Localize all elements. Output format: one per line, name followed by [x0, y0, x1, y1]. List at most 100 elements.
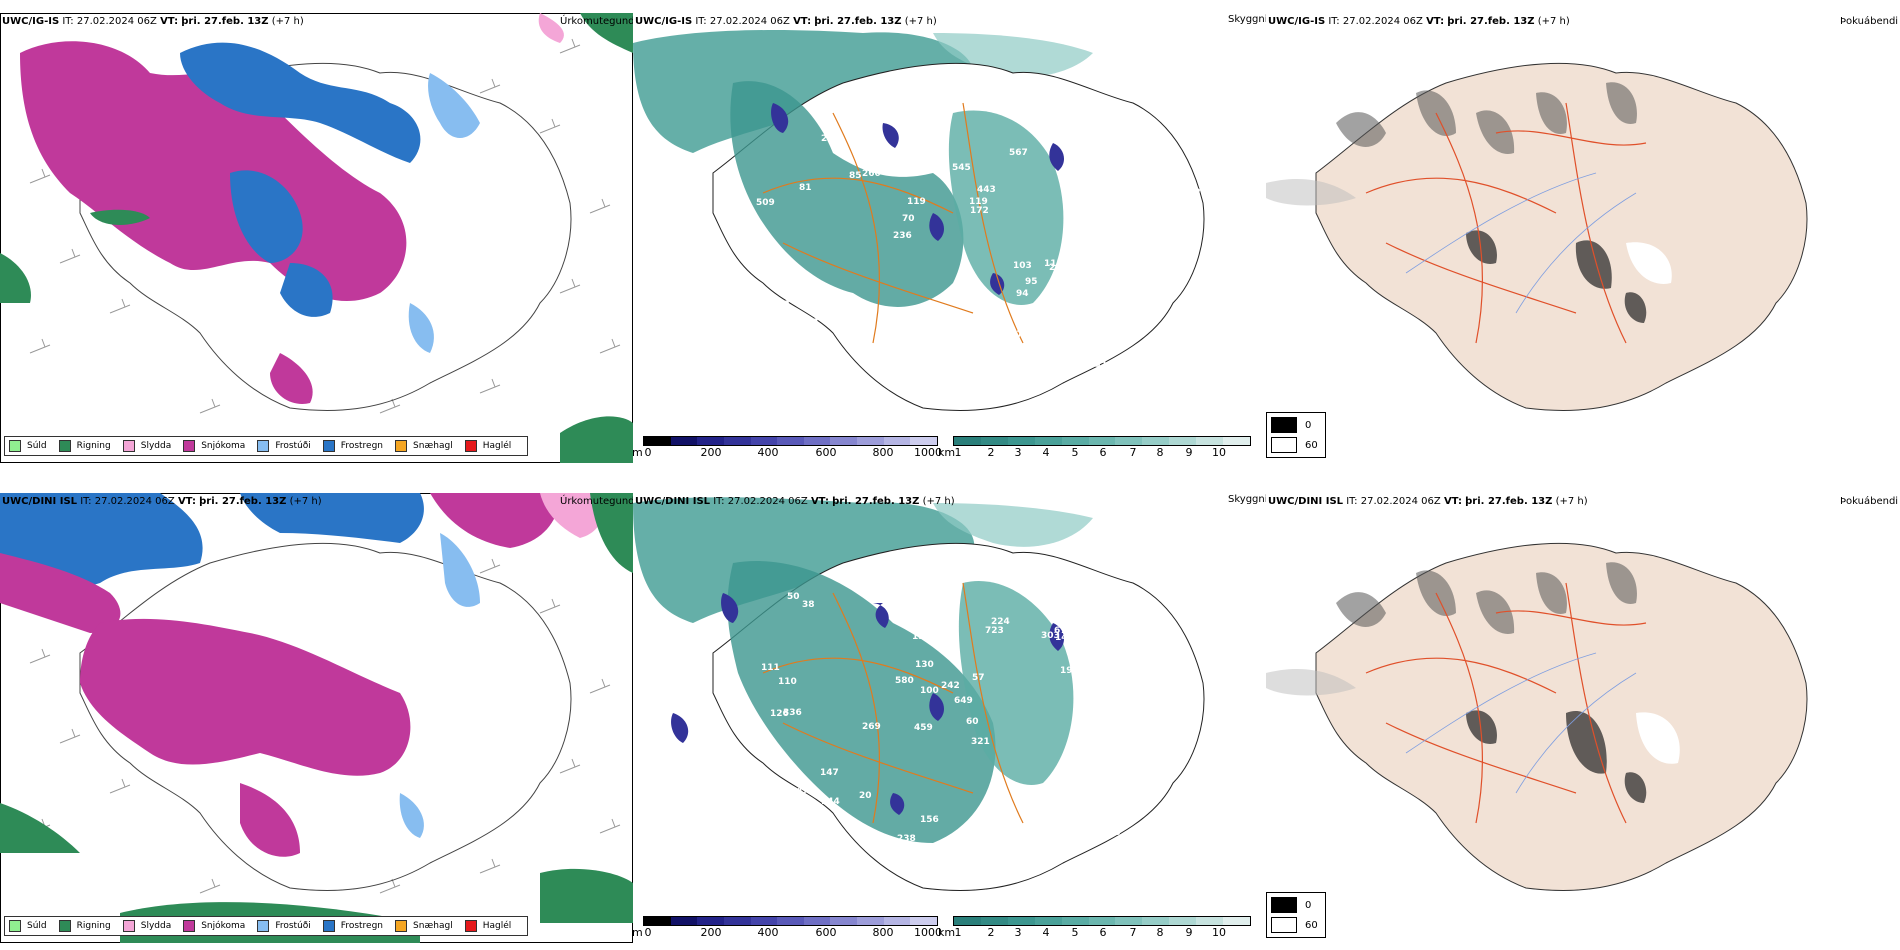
ceiling-value: 155 — [910, 331, 929, 341]
row1-visibility-panel: 509 311 236 567 241 545 163 260 774 571 443 215 211 2… — [633, 13, 1266, 463]
ceiling-value: 580 — [895, 676, 914, 686]
ceiling-value: 260 — [862, 169, 881, 179]
legend-item: Slydda — [122, 920, 171, 932]
ceiling-unit: m — [633, 446, 643, 459]
ceiling-value: 119 — [907, 197, 926, 207]
fog-legend-swatch — [1271, 417, 1297, 433]
legend-swatch — [9, 440, 21, 452]
ceiling-value: 774 — [810, 335, 829, 345]
row2-freezing-rain-area — [0, 493, 203, 588]
ceiling-value: 235 — [1050, 598, 1069, 608]
legend-swatch — [122, 440, 135, 452]
ceiling-value: 30 — [938, 850, 951, 860]
legend-item: Súld — [9, 920, 47, 932]
row2-precip-type-label: Úrkomutegund — [560, 496, 633, 507]
ceiling-value: 140 — [1055, 633, 1074, 643]
row1-precip-frame — [0, 13, 633, 463]
ceiling-value: 66 — [1108, 828, 1121, 838]
legend-swatch — [395, 440, 408, 452]
legend-swatch — [464, 920, 477, 932]
legend-item: Snjókoma — [183, 440, 245, 452]
row2-ceiling-colorbar: m 0 200 400 600 800 1000 — [633, 916, 942, 939]
row2-iceland-outline — [79, 542, 572, 891]
ceiling-value: 269 — [862, 722, 881, 732]
ceiling-value: 110 — [778, 677, 797, 687]
ceiling-value: 163 — [771, 300, 790, 310]
legend-swatch — [464, 440, 477, 452]
fog-legend-row: 60 — [1271, 917, 1321, 933]
legend-item: Haglél — [464, 920, 511, 932]
ceiling-colorbar-strip — [643, 436, 938, 446]
row2-visibility-colorbar: km 1 2 3 4 5 6 7 8 9 10 — [938, 916, 1251, 939]
row2-fog-label: Þokuábendi — [1840, 496, 1899, 507]
ceiling-value: 130 — [915, 660, 934, 670]
ceiling-value: 156 — [920, 815, 939, 825]
ceiling-value: 261 — [1095, 670, 1114, 680]
legend-swatch — [322, 920, 335, 932]
ceiling-value: 108 — [1100, 818, 1119, 828]
ceiling-value: 57 — [972, 673, 985, 683]
ceiling-value: 144 — [927, 77, 946, 87]
legend-item: Frostregn — [322, 920, 383, 932]
ceiling-value: 94 — [1016, 289, 1029, 299]
row1-fog-panel: UWC/IG-IS IT: 27.02.2024 06Z VT: þri. 27… — [1266, 13, 1900, 463]
ceiling-value: 76 — [910, 606, 923, 616]
ceiling-value: 126 — [770, 709, 789, 719]
fog-legend-row: 0 — [1271, 417, 1321, 433]
ceiling-value: 963 — [749, 728, 768, 738]
ceiling-value: 545 — [952, 163, 971, 173]
ceiling-value: 84 — [932, 591, 945, 601]
legend-item: Snæhagl — [395, 440, 453, 452]
row1-visibility-map: 509 311 236 567 241 545 163 260 774 571 443 215 211 2… — [633, 30, 1205, 411]
ceiling-value: 125 — [1139, 161, 1158, 171]
row2-visibility-title: UWC/DINI ISL IT: 27.02.2024 06Z VT: þri.… — [635, 496, 955, 507]
ceiling-value: 156 — [1021, 854, 1040, 864]
fog-legend-swatch — [1271, 917, 1297, 933]
ceiling-value: 567 — [1009, 148, 1028, 158]
ceiling-value: 50 — [787, 592, 800, 602]
legend-swatch — [183, 920, 196, 932]
ceiling-value: 38 — [802, 600, 815, 610]
ceiling-value: 144 — [1126, 327, 1145, 337]
legend-item: Frostúði — [257, 920, 311, 932]
row2-visibility-panel: 533 235 301 459 321 336 303 963 723 649 331 269 208 2… — [633, 493, 1266, 943]
ceiling-value: 236 — [893, 231, 912, 241]
row2-fog-map — [1266, 542, 1808, 891]
ceiling-value: 35 — [976, 570, 989, 580]
ceiling-value: 410 — [1095, 361, 1114, 371]
row1-fog-title: UWC/IG-IS IT: 27.02.2024 06Z VT: þri. 27… — [1268, 16, 1570, 27]
ceiling-value: 533 — [872, 560, 891, 570]
row2-ceiling-numbers: 5332353014593213363039637236493312692082… — [749, 560, 1195, 873]
row1-visibility-title: UWC/IG-IS IT: 27.02.2024 06Z VT: þri. 27… — [635, 16, 937, 27]
ceiling-value: 241 — [905, 133, 924, 143]
row1-rain-area — [580, 13, 633, 53]
ceiling-value: 70 — [902, 214, 915, 224]
legend-item: Rigning — [58, 440, 111, 452]
row1-precip-type-label: Úrkomutegund — [560, 16, 633, 27]
ceiling-value: 38 — [758, 306, 771, 316]
ceiling-value: 119 — [969, 197, 988, 207]
legend-swatch — [58, 440, 71, 452]
row1-precip-title: UWC/IG-IS IT: 27.02.2024 06Z VT: þri. 27… — [2, 16, 304, 27]
ceiling-value: 215 — [1049, 263, 1068, 273]
legend-item: Haglél — [464, 440, 511, 452]
row2-snow-area — [0, 553, 121, 633]
ceiling-value: 205 — [821, 134, 840, 144]
ceiling-value: 723 — [985, 626, 1004, 636]
row2-precip-title: UWC/DINI ISL IT: 27.02.2024 06Z VT: þri.… — [2, 496, 322, 507]
ceiling-value: 73 — [1108, 814, 1121, 824]
ceiling-value: 232 — [1182, 188, 1201, 198]
legend-item: Frostúði — [257, 440, 311, 452]
ceiling-value: 211 — [907, 88, 926, 98]
ceiling-value: 336 — [783, 708, 802, 718]
visibility-colorbar-strip — [953, 436, 1251, 446]
fog-legend-row: 60 — [1271, 437, 1321, 453]
legend-swatch — [322, 440, 335, 452]
row1-ceiling-numbers: 509 311 236 567 241 545 163 260 774 571 443 215 211 2… — [756, 77, 1201, 388]
row2-fog-legend: 0 60 — [1266, 892, 1326, 938]
ceiling-value: 102 — [902, 320, 921, 330]
row2-visibility-label: Skyggni — [1228, 494, 1266, 505]
visibility-ticks: 1 2 3 4 5 6 7 8 9 10 — [954, 446, 1227, 459]
row1-precip-legend: Súld Rigning Slydda Snjókoma Frostúði Fr… — [4, 436, 529, 456]
legend-item: Rigning — [58, 920, 111, 932]
